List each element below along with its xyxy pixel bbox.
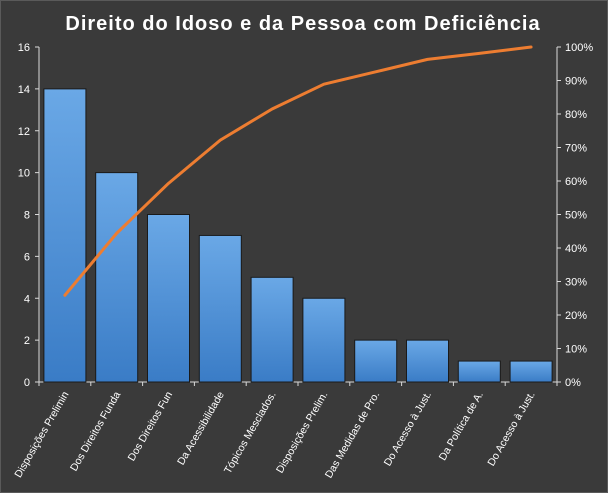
y-right-tick-label: 100% bbox=[565, 42, 593, 54]
y-left-tick-label: 0 bbox=[24, 377, 30, 389]
y-right-tick-label: 70% bbox=[565, 143, 587, 155]
y-left-tick-label: 6 bbox=[24, 251, 30, 263]
category-label: Dos Direitos Fun bbox=[126, 389, 176, 463]
y-left-tick-label: 2 bbox=[24, 335, 30, 347]
cumulative-line bbox=[63, 45, 533, 297]
y-right-tick-label: 90% bbox=[565, 76, 587, 88]
y-left-tick-label: 8 bbox=[24, 210, 30, 222]
y-left-tick-label: 12 bbox=[18, 126, 30, 138]
bar bbox=[406, 339, 449, 383]
category-label: Tópicos Mesclados. bbox=[222, 390, 279, 476]
y-right-tick-label: 60% bbox=[565, 176, 587, 188]
category-label: Da Acessibilidade bbox=[175, 389, 227, 467]
category-label: Do Acesso à Just. bbox=[485, 390, 537, 469]
y-right-tick-label: 0% bbox=[565, 377, 581, 389]
bar bbox=[250, 276, 294, 383]
y-left-tick-label: 14 bbox=[18, 84, 30, 96]
bar bbox=[457, 360, 501, 383]
bar bbox=[43, 88, 87, 383]
chart-title: Direito do Idoso e da Pessoa com Deficiê… bbox=[65, 13, 540, 35]
y-right-tick-label: 50% bbox=[565, 210, 587, 222]
bar bbox=[354, 339, 398, 383]
category-label: Disposições Prelim. bbox=[274, 390, 330, 476]
y-right-tick-label: 20% bbox=[565, 310, 587, 322]
y-right-tick-label: 80% bbox=[565, 109, 587, 121]
plot-area: 0 2 4 6 8 10 12 14 16 0% 10% 20% 30% 40% 50% 60% 70% 80% 9… bbox=[12, 42, 593, 480]
bar bbox=[509, 360, 553, 383]
y-left-tick-label: 4 bbox=[24, 293, 30, 305]
category-label: Disposições Prelimin bbox=[12, 389, 71, 480]
category-label: Das Medidas de Pro. bbox=[323, 390, 382, 481]
y-left-tick-label: 16 bbox=[18, 42, 30, 54]
y-right-tick-label: 10% bbox=[565, 344, 587, 356]
y-right-tick-label: 30% bbox=[565, 277, 587, 289]
category-label: Da Política de A. bbox=[437, 390, 486, 463]
bar bbox=[147, 214, 190, 383]
bar bbox=[198, 234, 242, 383]
y-right-tick-label: 40% bbox=[565, 243, 587, 255]
y-left-tick-label: 10 bbox=[18, 168, 30, 180]
bar bbox=[95, 172, 139, 383]
category-label: Dos Direitos Funda bbox=[68, 389, 123, 473]
bar bbox=[302, 297, 346, 383]
category-label: Do Acesso à Just. bbox=[382, 390, 434, 469]
